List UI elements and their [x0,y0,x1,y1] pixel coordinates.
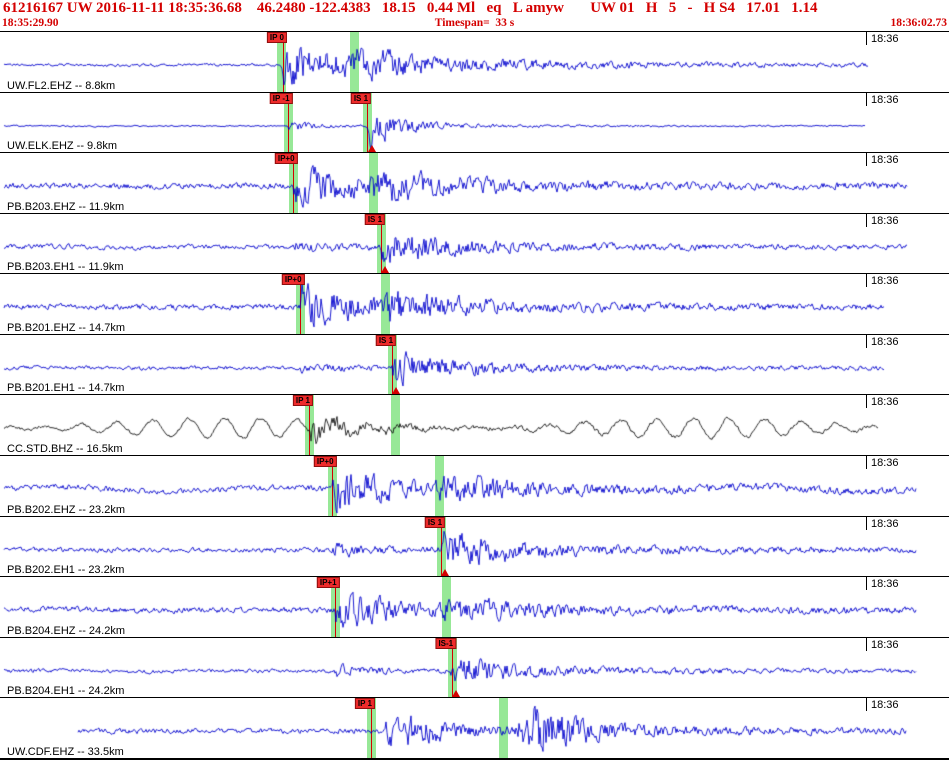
trace-row-pb-b202-eh1[interactable]: IS 1 18:36 PB.B202.EH1 -- 23.2km [0,516,949,578]
pick-flag[interactable]: IP 0 [266,32,288,43]
pick-marker-triangle-icon[interactable] [441,569,449,577]
waveform-PB.B201.EH1[interactable] [0,334,949,395]
pick-flag[interactable]: IP+1 [316,577,340,589]
trace-area: IP 0 18:36 UW.FL2.EHZ -- 8.8km IP -1 IS 1 18:… [0,32,949,758]
window-start-time: 18:35:29.90 [2,17,59,29]
waveform-UW.ELK.EHZ[interactable] [0,92,949,153]
minute-tick [866,577,867,591]
waveform-UW.FL2.EHZ[interactable] [0,32,949,92]
time-axis-header: 18:35:29.90 Timespan= 33 s 18:36:02.73 [0,17,949,32]
station-label: UW.CDF.EHZ -- 33.5km [7,745,124,758]
minute-tick [866,92,867,106]
pick-flag[interactable]: IP+0 [313,456,337,468]
minute-tick-label: 18:36 [871,275,899,288]
pick-flag[interactable]: IP+0 [274,153,298,165]
station-label: PB.B203.EHZ -- 11.9km [7,200,125,213]
event-summary-line: 61216167 UW 2016-11-11 18:35:36.68 46.24… [3,0,818,16]
minute-tick [866,274,867,288]
minute-tick-label: 18:36 [871,33,899,45]
pick-flag[interactable]: IP+0 [281,274,305,286]
waveform-PB.B203.EH1[interactable] [0,213,949,274]
minute-tick [866,395,867,409]
minute-tick [866,32,867,45]
pick-marker-triangle-icon[interactable] [452,690,460,698]
station-label: PB.B202.EHZ -- 23.2km [7,503,125,516]
station-label: PB.B202.EH1 -- 23.2km [7,564,125,577]
pick-marker-triangle-icon[interactable] [381,266,389,274]
trace-row-uw-cdf-ehz[interactable]: IP 1 18:36 UW.CDF.EHZ -- 33.5km [0,698,949,758]
station-label: UW.ELK.EHZ -- 9.8km [7,140,118,153]
station-label: PB.B204.EHZ -- 24.2km [7,624,125,637]
station-label: PB.B201.EHZ -- 14.7km [7,321,125,334]
minute-tick-label: 18:36 [871,638,899,651]
trace-row-pb-b203-ehz[interactable]: IP+0 18:36 PB.B203.EHZ -- 11.9km [0,153,949,214]
trace-row-uw-elk-ehz[interactable]: IP -1 IS 1 18:36 UW.ELK.EHZ -- 9.8km [0,92,949,154]
waveform-CC.STD.BHZ[interactable] [0,395,949,456]
minute-tick [866,334,867,348]
minute-tick-label: 18:36 [871,214,899,227]
waveform-PB.B202.EHZ[interactable] [0,456,949,516]
minute-tick [866,456,867,470]
station-label: PB.B203.EH1 -- 11.9km [7,261,124,274]
station-label: PB.B204.EH1 -- 24.2km [7,685,125,698]
minute-tick-label: 18:36 [871,154,899,167]
pick-flag[interactable]: IP 1 [292,395,314,407]
pick-flag[interactable]: IS 1 [424,516,446,528]
trace-row-pb-b204-ehz[interactable]: IP+1 18:36 PB.B204.EHZ -- 24.2km [0,577,949,638]
minute-tick-label: 18:36 [871,517,899,530]
waveform-PB.B203.EHZ[interactable] [0,153,949,213]
minute-tick-label: 18:36 [871,335,899,348]
waveform-PB.B204.EHZ[interactable] [0,577,949,637]
trace-row-pb-b203-eh1[interactable]: IS 1 18:36 PB.B203.EH1 -- 11.9km [0,213,949,275]
waveform-PB.B202.EH1[interactable] [0,516,949,577]
pick-marker-triangle-icon[interactable] [368,145,376,153]
minute-tick-label: 18:36 [871,699,899,712]
minute-tick-label: 18:36 [871,93,899,106]
waveform-PB.B204.EH1[interactable] [0,637,949,698]
pick-flag[interactable]: IP 1 [354,698,376,710]
pick-flag[interactable]: IS 1 [375,334,397,346]
trace-row-cc-std-bhz[interactable]: IP 1 18:36 CC.STD.BHZ -- 16.5km [0,395,949,457]
trace-row-pb-b202-ehz[interactable]: IP+0 18:36 PB.B202.EHZ -- 23.2km [0,456,949,517]
trace-row-uw-fl2-ehz[interactable]: IP 0 18:36 UW.FL2.EHZ -- 8.8km [0,32,949,93]
waveform-UW.CDF.EHZ[interactable] [0,698,949,758]
pick-marker-triangle-icon[interactable] [392,387,400,395]
minute-tick [866,637,867,651]
minute-tick-label: 18:36 [871,457,899,470]
station-label: UW.FL2.EHZ -- 8.8km [7,79,116,92]
minute-tick [866,516,867,530]
minute-tick [866,153,867,167]
pick-flag[interactable]: IS 1 [364,213,386,225]
pick-flag[interactable]: IP -1 [269,92,293,104]
station-label: PB.B201.EH1 -- 14.7km [7,382,125,395]
trace-row-pb-b204-eh1[interactable]: IS-1 18:36 PB.B204.EH1 -- 24.2km [0,637,949,699]
pick-flag[interactable]: IS 1 [350,92,372,104]
window-end-time: 18:36:02.73 [890,17,947,29]
pick-flag[interactable]: IS-1 [435,637,457,649]
station-label: CC.STD.BHZ -- 16.5km [7,443,123,456]
timespan-label: Timespan= 33 s [434,17,515,29]
minute-tick-label: 18:36 [871,578,899,591]
trace-row-pb-b201-ehz[interactable]: IP+0 18:36 PB.B201.EHZ -- 14.7km [0,274,949,335]
trace-row-pb-b201-eh1[interactable]: IS 1 18:36 PB.B201.EH1 -- 14.7km [0,334,949,396]
waveform-PB.B201.EHZ[interactable] [0,274,949,334]
minute-tick [866,698,867,712]
minute-tick-label: 18:36 [871,396,899,409]
minute-tick [866,213,867,227]
